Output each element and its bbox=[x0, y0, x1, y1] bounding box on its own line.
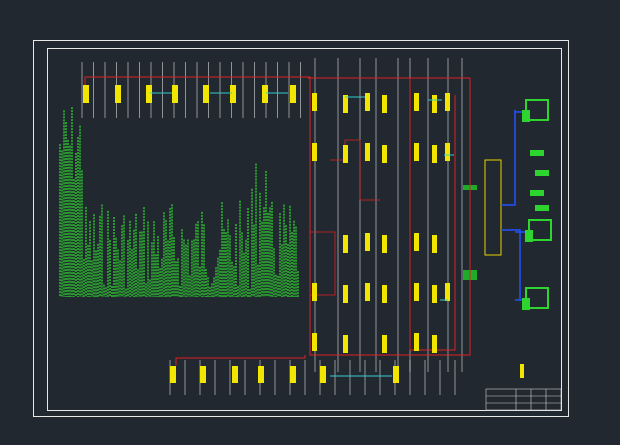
terminal bbox=[343, 235, 348, 253]
terminal bbox=[262, 85, 268, 103]
controller-box bbox=[484, 159, 502, 256]
terminal bbox=[290, 366, 296, 383]
terminal bbox=[382, 285, 387, 303]
terminal bbox=[343, 335, 348, 353]
bus-line bbox=[308, 77, 471, 356]
terminal bbox=[320, 366, 326, 383]
terminal bbox=[343, 285, 348, 303]
inner-frame bbox=[47, 48, 562, 411]
terminal bbox=[432, 285, 437, 303]
terminal bbox=[312, 93, 317, 111]
terminal bbox=[414, 333, 419, 351]
terminal bbox=[432, 335, 437, 353]
terminal bbox=[312, 333, 317, 351]
terminal bbox=[258, 366, 264, 383]
terminal bbox=[200, 366, 206, 383]
terminal bbox=[146, 85, 152, 103]
terminal bbox=[170, 366, 176, 383]
terminal bbox=[232, 366, 238, 383]
legend-swatch bbox=[520, 364, 524, 378]
network-line bbox=[501, 229, 521, 300]
terminal bbox=[83, 85, 89, 103]
device bbox=[535, 170, 549, 176]
workstation-base bbox=[522, 298, 530, 310]
terminal bbox=[343, 145, 348, 163]
terminal bbox=[343, 95, 348, 113]
terminal bbox=[414, 283, 419, 301]
terminal bbox=[382, 235, 387, 253]
workstation-base bbox=[522, 110, 530, 122]
terminal bbox=[445, 143, 450, 161]
device bbox=[530, 190, 544, 196]
bus-line bbox=[175, 355, 306, 365]
terminal bbox=[432, 145, 437, 163]
terminal bbox=[382, 335, 387, 353]
terminal bbox=[432, 95, 437, 113]
terminal bbox=[365, 93, 370, 111]
device bbox=[530, 150, 544, 156]
terminal bbox=[365, 143, 370, 161]
title-block bbox=[485, 388, 562, 411]
device bbox=[535, 205, 549, 211]
terminal bbox=[290, 85, 296, 103]
terminal bbox=[203, 85, 209, 103]
terminal bbox=[382, 145, 387, 163]
terminal bbox=[445, 283, 450, 301]
bus-line bbox=[310, 231, 336, 296]
terminal bbox=[312, 283, 317, 301]
terminal bbox=[312, 143, 317, 161]
terminal bbox=[172, 85, 178, 103]
title-block-frame bbox=[485, 388, 562, 411]
terminal bbox=[115, 85, 121, 103]
terminal bbox=[393, 366, 399, 383]
workstation-base bbox=[525, 230, 533, 242]
terminal bbox=[365, 233, 370, 251]
terminal bbox=[414, 93, 419, 111]
terminal bbox=[382, 95, 387, 113]
terminal bbox=[230, 85, 236, 103]
outer-frame bbox=[33, 40, 569, 417]
network-line bbox=[501, 110, 516, 206]
terminal bbox=[414, 233, 419, 251]
terminal bbox=[445, 93, 450, 111]
terminal bbox=[414, 143, 419, 161]
terminal bbox=[432, 235, 437, 253]
terminal bbox=[365, 283, 370, 301]
bus-line bbox=[330, 139, 380, 201]
